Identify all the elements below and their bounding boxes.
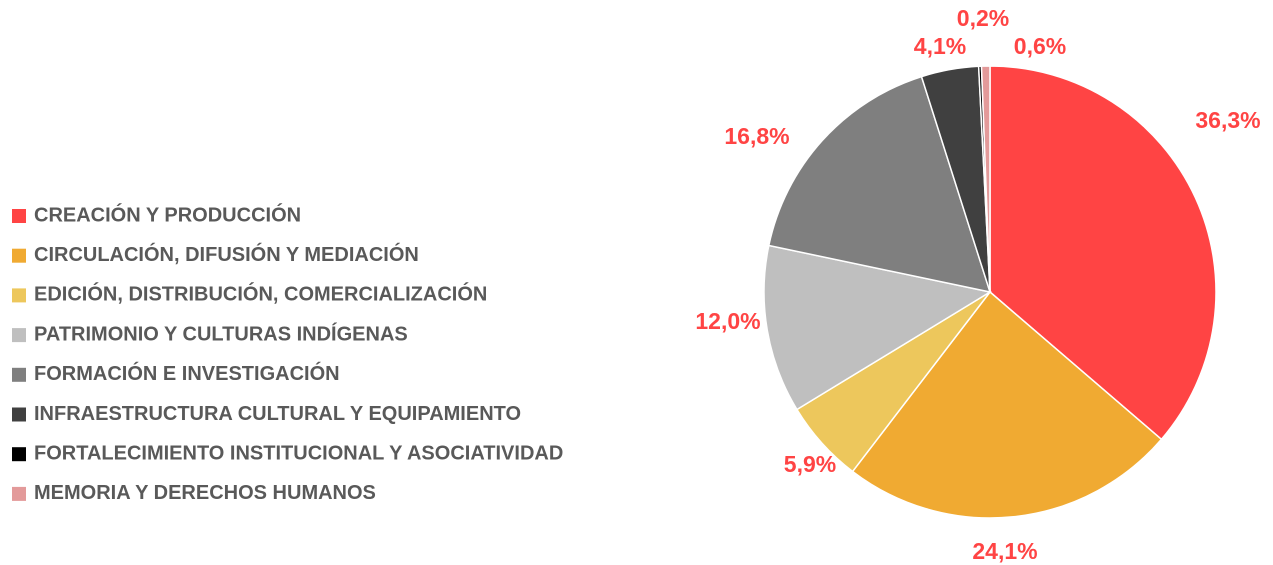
legend-swatch xyxy=(12,367,26,382)
legend-swatch xyxy=(12,447,26,462)
data-label: 16,8% xyxy=(724,123,789,149)
pie-slice xyxy=(763,244,993,411)
pie-slice xyxy=(989,65,1217,441)
legend-label: FORMACIÓN E INVESTIGACIÓN xyxy=(34,361,340,385)
legend-label: EDICIÓN, DISTRIBUCIÓN, COMERCIALIZACIÓN xyxy=(34,282,487,306)
legend-swatch xyxy=(12,248,26,263)
data-label: 0,6% xyxy=(1014,33,1066,59)
pie-slice xyxy=(980,65,991,293)
legend-swatch xyxy=(12,288,26,303)
legend-swatch xyxy=(12,209,26,223)
pie-slice xyxy=(767,75,992,293)
legend-label: MEMORIA Y DERECHOS HUMANOS xyxy=(34,482,376,504)
legend-label: INFRAESTRUCTURA CULTURAL Y EQUIPAMIENTO xyxy=(34,403,521,425)
legend-swatch xyxy=(12,328,26,343)
legend-label: FORTALECIMIENTO INSTITUCIONAL Y ASOCIATI… xyxy=(34,442,563,464)
legend-swatch xyxy=(12,486,26,501)
legend-label: CREACIÓN Y PRODUCCIÓN xyxy=(34,202,301,226)
data-label: 4,1% xyxy=(914,33,966,59)
pie-slice xyxy=(851,290,1163,519)
data-label: 12,0% xyxy=(695,308,760,334)
legend-label: PATRIMONIO Y CULTURAS INDÍGENAS xyxy=(34,322,408,345)
data-label: 36,3% xyxy=(1195,107,1260,133)
legend-label: CIRCULACIÓN, DIFUSIÓN Y MEDIACIÓN xyxy=(34,242,419,266)
data-label: 24,1% xyxy=(972,538,1037,564)
data-label: 5,9% xyxy=(784,451,836,477)
data-label: 0,2% xyxy=(957,5,1009,31)
legend-swatch xyxy=(12,407,26,422)
